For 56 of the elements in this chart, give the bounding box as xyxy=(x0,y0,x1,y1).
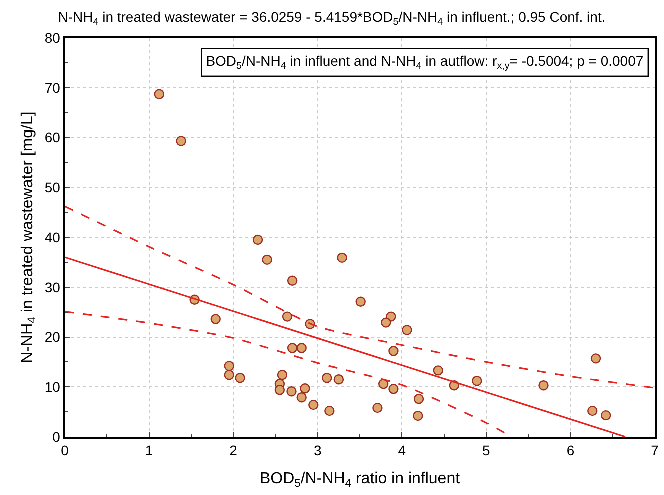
point xyxy=(381,318,392,328)
point xyxy=(235,373,246,384)
point xyxy=(472,376,482,386)
y-tick-label: 80 xyxy=(44,30,61,46)
point xyxy=(224,361,234,372)
point xyxy=(538,380,549,391)
point xyxy=(252,234,264,246)
x-tick-label: 1 xyxy=(145,442,154,459)
text: BOD$_{5}$/N-NH$_{4}$ in influent and N-NH$_{4}$ in autflow: r$_{x,y}$= -0.5004; p = 0.0007 xyxy=(206,53,644,72)
y-tick-label: 40 xyxy=(44,229,61,246)
point xyxy=(274,385,286,396)
point xyxy=(334,374,344,385)
point xyxy=(388,346,399,356)
x-axis-title: BOD$_{5}$/N-NH$_{4}$ ratio in influent xyxy=(260,470,461,490)
point xyxy=(588,406,598,416)
chart-title: N-NH$_{4}$ in treated wastewater = 36.0259 - 5.4159*BOD$_{5}$/N-NH$_{4}$ in influent.; 0.95 Conf. int. xyxy=(58,9,606,28)
point xyxy=(308,400,319,410)
point xyxy=(286,386,297,397)
point xyxy=(414,394,424,404)
x-tick-label: 5 xyxy=(482,442,491,459)
point xyxy=(296,343,307,354)
y-tick-label: 20 xyxy=(44,329,61,346)
x-tick-label: 7 xyxy=(651,442,660,459)
point xyxy=(413,410,424,422)
point xyxy=(402,325,412,336)
point xyxy=(176,136,186,146)
point xyxy=(322,373,332,384)
point xyxy=(372,402,383,414)
point xyxy=(210,314,221,324)
point xyxy=(601,410,612,421)
point xyxy=(300,384,310,394)
y-tick-label: 60 xyxy=(44,130,61,146)
point xyxy=(388,384,399,394)
point xyxy=(282,312,293,322)
point xyxy=(356,296,366,307)
point xyxy=(262,254,272,266)
x-tick-label: 6 xyxy=(566,442,575,459)
point xyxy=(224,370,234,380)
x-tick-label: 2 xyxy=(230,442,238,459)
x-tick-label: 3 xyxy=(314,442,322,459)
point xyxy=(337,252,348,264)
point xyxy=(287,343,298,354)
point xyxy=(277,370,288,380)
y-tick-label: 0 xyxy=(52,428,61,445)
y-tick-label: 50 xyxy=(44,180,61,196)
point xyxy=(287,276,298,286)
point xyxy=(590,354,602,364)
x-tick-label: 4 xyxy=(398,442,406,459)
y-tick-label: 10 xyxy=(44,379,61,396)
point xyxy=(154,89,164,100)
y-tick-label: 70 xyxy=(44,80,61,96)
point xyxy=(324,406,335,416)
y-tick-label: 30 xyxy=(44,279,61,296)
line-series xyxy=(65,206,655,389)
point xyxy=(296,392,307,403)
point xyxy=(433,366,444,376)
